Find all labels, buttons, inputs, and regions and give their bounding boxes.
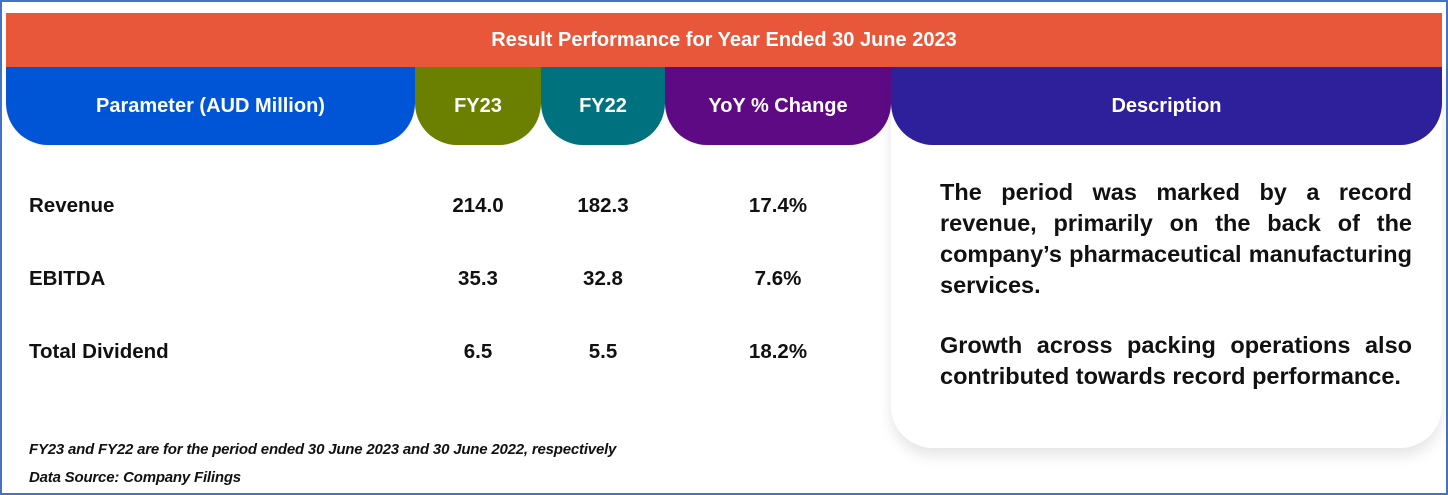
row-label: Total Dividend — [29, 340, 169, 363]
table-row-revenue: Revenue 214.0 182.3 17.4% — [2, 191, 891, 221]
row-label: Revenue — [29, 194, 115, 217]
table-row-total-dividend: Total Dividend 6.5 5.5 18.2% — [2, 337, 891, 367]
header-fy22-label: FY22 — [579, 94, 627, 117]
description-card: Description The period was marked by a r… — [891, 67, 1442, 448]
period-footnote: FY23 and FY22 are for the period ended 3… — [29, 441, 617, 458]
header-fy23: FY23 — [415, 67, 541, 145]
description-paragraph-2: Growth across packing operations also co… — [940, 332, 1412, 389]
yoy-value: 7.6% — [754, 267, 802, 290]
table-row-ebitda: EBITDA 35.3 32.8 7.6% — [2, 264, 891, 294]
fy22-value: 5.5 — [588, 340, 618, 363]
fy23-value: 214.0 — [452, 194, 504, 217]
header-description: Description — [891, 67, 1442, 145]
header-fy22: FY22 — [541, 67, 665, 145]
fy22-value: 182.3 — [577, 194, 629, 217]
yoy-value: 18.2% — [748, 340, 808, 363]
fy23-value: 6.5 — [463, 340, 493, 363]
header-parameter: Parameter (AUD Million) — [6, 67, 415, 145]
title-bar: Result Performance for Year Ended 30 Jun… — [6, 13, 1442, 67]
data-source-footnote: Data Source: Company Filings — [29, 469, 241, 486]
header-yoy-label: YoY % Change — [708, 94, 848, 117]
row-label: EBITDA — [29, 267, 106, 290]
header-parameter-label: Parameter (AUD Million) — [96, 94, 325, 117]
description-paragraph-1: The period was marked by a record revenu… — [940, 179, 1412, 298]
header-description-label: Description — [1111, 94, 1222, 117]
yoy-value: 17.4% — [748, 194, 808, 217]
header-fy23-label: FY23 — [454, 94, 502, 117]
fy22-value: 32.8 — [583, 267, 623, 290]
panel-title: Result Performance for Year Ended 30 Jun… — [491, 28, 957, 51]
fy23-value: 35.3 — [458, 267, 498, 290]
header-yoy: YoY % Change — [665, 67, 891, 145]
